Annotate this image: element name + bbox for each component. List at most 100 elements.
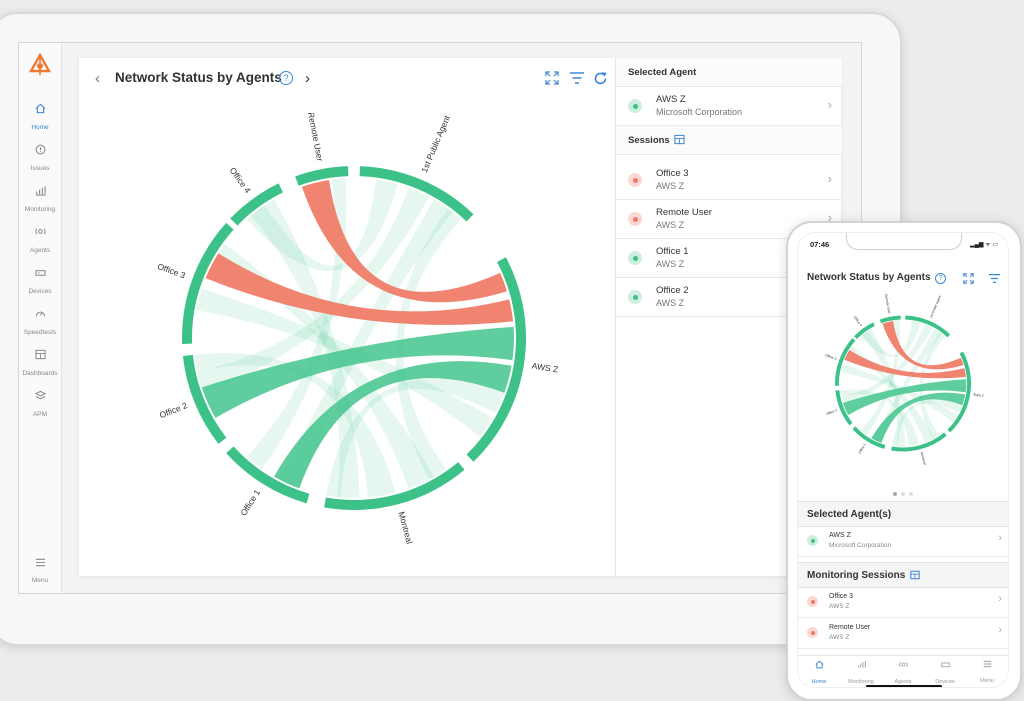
chord-link-faint [395, 208, 462, 480]
chord-link-office-3[interactable] [844, 349, 966, 379]
chord-link-faint [860, 320, 900, 436]
help-icon[interactable]: ? [279, 71, 293, 85]
dashboard-icon[interactable] [674, 134, 685, 145]
chevron-right-icon: › [827, 171, 832, 186]
sidebar-item-label: Monitoring [24, 206, 56, 213]
expand-icon[interactable] [545, 71, 559, 85]
chevron-right-icon[interactable]: › [305, 70, 310, 87]
tab-devices[interactable]: Devices [924, 660, 966, 687]
chord-link-faint [194, 353, 396, 498]
filter-icon[interactable] [988, 273, 1001, 284]
tab-monitoring[interactable]: Monitoring [840, 660, 882, 687]
session-name: Remote User [656, 207, 712, 218]
session-target: AWS Z [829, 603, 850, 610]
phone-notch [846, 233, 962, 250]
sidebar-item-label: Dashboards [22, 370, 58, 377]
session-row[interactable]: Office 3 AWS Z › [798, 587, 1008, 618]
expand-icon[interactable] [963, 273, 974, 284]
sidebar-item-issues[interactable]: Issues [19, 144, 61, 175]
help-icon[interactable]: ? [935, 273, 946, 284]
session-row[interactable]: Remote User AWS Z › [798, 618, 1008, 649]
chord-label: Office 4 [228, 165, 253, 195]
chord-arc-office-4[interactable] [854, 322, 875, 339]
chord-link-office-2[interactable] [201, 326, 514, 418]
section-title: Selected Agent(s) [807, 509, 892, 520]
chord-arc-1st-public-agent[interactable] [359, 166, 474, 222]
tab-menu[interactable]: Menu [966, 660, 1008, 687]
pager-dot[interactable] [901, 492, 905, 496]
agent-icon [34, 228, 46, 235]
tab-home[interactable]: Home [798, 660, 840, 687]
phone-device: 07:46 ▂▄▆ ᯤ ▭ Network Status by Agents ?… [786, 221, 1022, 701]
chord-link-office-3[interactable] [205, 253, 514, 325]
bar-chart-icon [857, 661, 866, 668]
hamburger-icon [983, 660, 991, 668]
pager-dot[interactable] [909, 492, 913, 496]
selected-agent-row[interactable]: AWS Z Microsoft Corporation › [616, 87, 842, 126]
chord-arc-1st-public-agent[interactable] [905, 315, 951, 338]
chord-arc-montreal[interactable] [324, 462, 465, 510]
chord-arc-office-2[interactable] [182, 354, 227, 444]
chevron-right-icon: › [827, 210, 832, 225]
sidebar-item-speedtests[interactable]: Speedtests [19, 308, 61, 339]
chord-arc-office-4[interactable] [230, 183, 283, 226]
chord-link-faint [840, 389, 920, 447]
sidebar-item-home[interactable]: Home [19, 103, 61, 134]
chord-arc-aws-z[interactable] [947, 351, 971, 433]
pagination-dots[interactable] [893, 483, 918, 501]
chord-link-faint [841, 324, 933, 406]
refresh-icon[interactable] [593, 71, 608, 86]
sidebar-item-label: Home [31, 124, 49, 131]
chord-label: Montreal [920, 452, 927, 466]
status-dot-icon [628, 290, 642, 304]
session-name: Office 2 [656, 285, 689, 296]
globe-icon [628, 99, 642, 113]
sidebar-item-agents[interactable]: Agents [19, 226, 61, 257]
sidebar-item-menu[interactable]: Menu [19, 558, 61, 587]
agent-name: AWS Z [829, 532, 851, 539]
sidebar-item-apm[interactable]: APM [19, 390, 61, 421]
device-icon [940, 662, 950, 668]
session-row[interactable]: Remote User AWS Z › [616, 200, 842, 239]
chord-label: Office 3 [156, 261, 187, 280]
chord-link-remote-user[interactable] [882, 320, 964, 370]
sidebar-item-label: Issues [30, 165, 50, 172]
page-title: Network Status by Agents [115, 70, 282, 85]
app-logo-icon [28, 53, 52, 75]
chord-link-office-1[interactable] [871, 392, 966, 443]
chord-arc-montreal[interactable] [891, 432, 947, 452]
chord-arc-remote-user[interactable] [879, 315, 901, 324]
section-title: Sessions [628, 135, 670, 146]
chord-arc-office-3[interactable] [182, 222, 234, 345]
chord-arc-aws-z[interactable] [466, 257, 526, 462]
chord-arc-office-1[interactable] [852, 426, 886, 449]
chord-link-office-2[interactable] [842, 379, 967, 416]
chord-arc-remote-user[interactable] [295, 166, 349, 186]
chord-arc-office-3[interactable] [835, 337, 856, 386]
selected-agent-row[interactable]: AWS Z Microsoft Corporation › [798, 526, 1008, 557]
chord-arc-office-1[interactable] [226, 446, 310, 504]
dashboard-icon[interactable] [910, 570, 920, 580]
sessions-header: Sessions [616, 126, 842, 155]
session-row[interactable]: Office 3 AWS Z › [616, 161, 842, 200]
chord-arc-office-2[interactable] [835, 390, 853, 426]
filter-icon[interactable] [569, 71, 585, 85]
chord-link-remote-user[interactable] [301, 179, 508, 303]
chord-link-office-1[interactable] [274, 361, 512, 489]
sidebar-item-label: APM [32, 411, 48, 418]
agent-org: Microsoft Corporation [829, 542, 892, 549]
chord-link-faint [251, 199, 360, 498]
chord-label: Office 3 [825, 353, 837, 361]
sidebar-item-monitoring[interactable]: Monitoring [19, 185, 61, 216]
chevron-left-icon[interactable]: ‹ [95, 70, 100, 87]
sidebar-item-devices[interactable]: Devices [19, 267, 61, 298]
tab-label: Agents [894, 679, 912, 685]
dashboard-icon [34, 349, 46, 360]
status-time: 07:46 [810, 240, 830, 249]
chord-link-faint [196, 288, 493, 437]
sidebar-item-dashboards[interactable]: Dashboards [19, 349, 61, 380]
tab-agents[interactable]: Agents [882, 660, 924, 687]
session-target: AWS Z [656, 298, 685, 308]
chord-link-faint [246, 178, 347, 470]
pager-dot[interactable] [893, 492, 897, 496]
